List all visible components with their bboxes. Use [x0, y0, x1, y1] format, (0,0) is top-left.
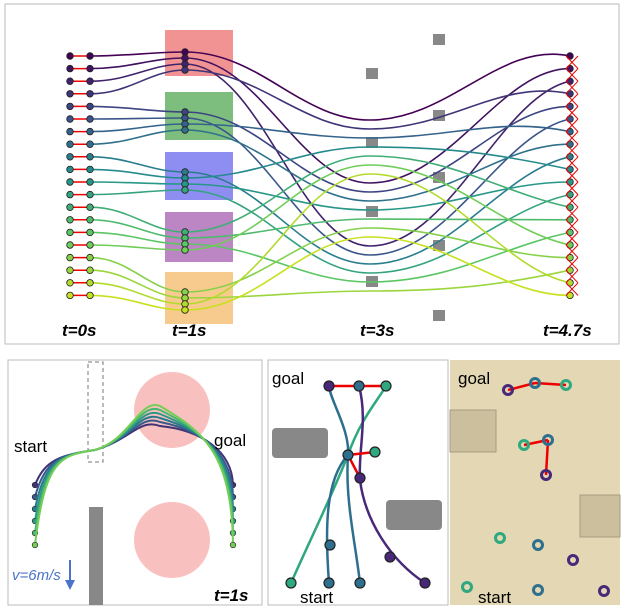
- agent: [87, 116, 94, 123]
- agent: [67, 217, 74, 224]
- agent: [87, 229, 94, 236]
- start-label: start: [478, 588, 511, 607]
- agent: [87, 166, 94, 173]
- agent: [67, 91, 74, 98]
- agent: [67, 229, 74, 236]
- agent: [67, 292, 74, 299]
- agent: [67, 254, 74, 261]
- agent: [230, 542, 236, 548]
- agent: [67, 280, 74, 287]
- figure: t=0s t=1s t=3s t=4.7s start goal v=6m/s …: [0, 0, 624, 607]
- obstacle: [272, 428, 328, 458]
- agent: [182, 127, 189, 134]
- agent: [87, 154, 94, 161]
- box: [450, 410, 496, 452]
- agent: [87, 204, 94, 211]
- goal-label: goal: [458, 369, 490, 388]
- agent: [182, 247, 189, 254]
- agent: [67, 78, 74, 85]
- agent: [87, 91, 94, 98]
- time-label: t=0s: [62, 321, 97, 340]
- region-green: [165, 92, 233, 140]
- agent: [87, 78, 94, 85]
- agent: [67, 191, 74, 198]
- obstacle-bar: [89, 507, 103, 605]
- start-label: start: [300, 588, 333, 607]
- agent: [87, 280, 94, 287]
- agent: [67, 179, 74, 186]
- agent: [87, 292, 94, 299]
- agent: [67, 166, 74, 173]
- agent: [67, 53, 74, 60]
- agent: [32, 482, 38, 488]
- agent: [87, 141, 94, 148]
- agent: [67, 154, 74, 161]
- time-label: t=3s: [360, 321, 395, 340]
- goal-label: goal: [272, 369, 304, 388]
- agent: [182, 67, 189, 74]
- agent: [87, 217, 94, 224]
- obstacle-circle: [134, 502, 210, 578]
- agent: [67, 242, 74, 249]
- agent: [67, 103, 74, 110]
- agent: [87, 128, 94, 135]
- agent: [182, 307, 189, 314]
- agent: [87, 103, 94, 110]
- agent: [87, 191, 94, 198]
- agent: [67, 141, 74, 148]
- agent: [67, 267, 74, 274]
- goal-label: goal: [214, 431, 246, 450]
- box: [580, 495, 620, 537]
- agent: [67, 65, 74, 72]
- time-label: t=1s: [172, 321, 207, 340]
- agent: [67, 128, 74, 135]
- agent: [87, 267, 94, 274]
- agent: [67, 204, 74, 211]
- time-label: t=4.7s: [543, 321, 592, 340]
- agent: [87, 65, 94, 72]
- start-label: start: [14, 437, 47, 456]
- agent: [87, 254, 94, 261]
- agent: [87, 53, 94, 60]
- speed-label: v=6m/s: [12, 567, 61, 584]
- agent: [182, 187, 189, 194]
- right-panel: [450, 360, 620, 605]
- agent: [87, 242, 94, 249]
- agent: [87, 179, 94, 186]
- time-label: t=1s: [214, 586, 249, 605]
- agent: [32, 542, 38, 548]
- obstacle: [386, 500, 442, 530]
- agent: [67, 116, 74, 123]
